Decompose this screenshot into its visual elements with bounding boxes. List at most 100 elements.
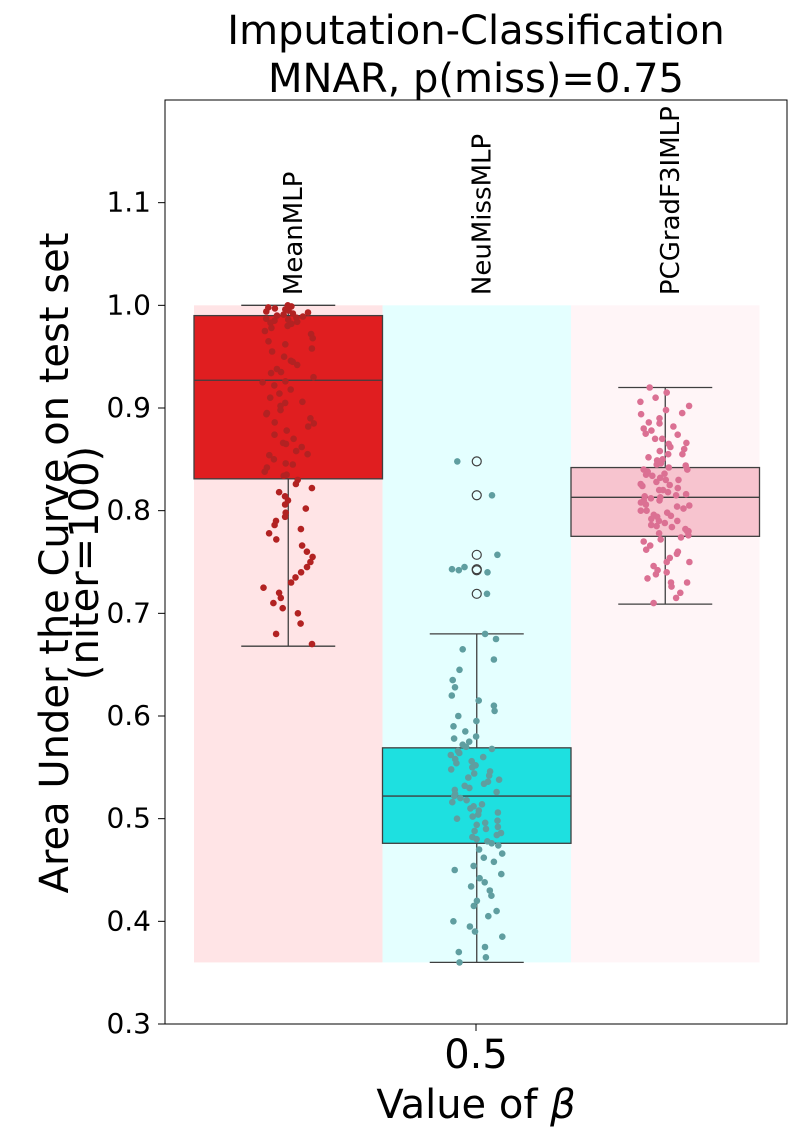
data-point-PCGradF3IMLP (674, 517, 681, 525)
x-axis-label-text: Value of (376, 1082, 550, 1128)
data-point-NeuMissMLP (494, 817, 501, 824)
data-point-MeanMLP (299, 313, 307, 320)
data-point-PCGradF3IMLP (642, 430, 649, 438)
data-point-NeuMissMLP (491, 707, 498, 715)
y-tick-label: 1.0 (106, 288, 151, 321)
y-tick-label: 1.1 (106, 186, 151, 219)
data-point-MeanMLP (280, 311, 287, 318)
data-point-PCGradF3IMLP (642, 471, 650, 479)
data-point-NeuMissMLP (451, 684, 459, 691)
data-point-NeuMissMLP (490, 656, 498, 663)
data-point-PCGradF3IMLP (652, 394, 659, 402)
data-point-PCGradF3IMLP (664, 450, 672, 458)
data-point-MeanMLP (287, 386, 295, 393)
data-point-PCGradF3IMLP (666, 481, 673, 489)
outlier-point (471, 588, 482, 599)
data-point-MeanMLP (303, 563, 311, 571)
data-point-PCGradF3IMLP (640, 425, 647, 432)
data-point-NeuMissMLP (482, 825, 490, 833)
y-axis-label: Area Under the Curve on test set (niter=… (32, 233, 108, 894)
data-point-MeanMLP (265, 338, 272, 345)
y-axis-ticks: 0.3 0.4 0.5 0.6 0.7 0.8 0.9 1.0 1.1 (106, 186, 165, 1040)
data-point-PCGradF3IMLP (673, 503, 681, 510)
data-point-MeanMLP (262, 315, 270, 323)
data-point-PCGradF3IMLP (637, 398, 644, 406)
data-point-MeanMLP (271, 382, 278, 389)
data-point-PCGradF3IMLP (637, 507, 645, 514)
data-point-NeuMissMLP (488, 892, 495, 899)
data-point-MeanMLP (277, 368, 285, 376)
data-point-PCGradF3IMLP (683, 439, 690, 447)
data-point-PCGradF3IMLP (653, 522, 660, 530)
data-point-MeanMLP (277, 594, 285, 602)
data-point-PCGradF3IMLP (655, 517, 663, 525)
data-point-NeuMissMLP (471, 928, 479, 935)
data-point-PCGradF3IMLP (653, 478, 660, 486)
data-point-PCGradF3IMLP (678, 409, 686, 417)
data-point-MeanMLP (289, 461, 297, 468)
group-label-MeanMLP: MeanMLP (279, 172, 309, 295)
data-point-PCGradF3IMLP (655, 486, 663, 494)
data-point-NeuMissMLP (481, 879, 489, 886)
data-point-MeanMLP (282, 341, 289, 348)
data-point-MeanMLP (304, 309, 312, 316)
data-point-PCGradF3IMLP (677, 589, 684, 597)
data-point-PCGradF3IMLP (679, 450, 686, 458)
data-point-NeuMissMLP (479, 753, 487, 761)
data-point-PCGradF3IMLP (670, 423, 677, 430)
data-point-MeanMLP (283, 427, 291, 434)
data-point-MeanMLP (261, 327, 269, 335)
data-point-NeuMissMLP (447, 751, 455, 759)
data-point-PCGradF3IMLP (648, 515, 655, 523)
data-point-MeanMLP (281, 399, 289, 407)
group-labels: MeanMLP NeuMissMLP PCGradF3IMLP (279, 106, 686, 295)
data-point-NeuMissMLP (470, 902, 478, 910)
data-point-PCGradF3IMLP (648, 427, 655, 434)
data-point-MeanMLP (271, 419, 279, 426)
data-point-MeanMLP (283, 471, 290, 479)
data-point-PCGradF3IMLP (664, 488, 672, 496)
data-point-MeanMLP (307, 558, 314, 566)
data-point-PCGradF3IMLP (662, 406, 670, 414)
data-point-PCGradF3IMLP (658, 435, 666, 443)
data-point-NeuMissMLP (475, 846, 483, 853)
data-point-PCGradF3IMLP (682, 490, 690, 498)
data-point-PCGradF3IMLP (668, 523, 676, 531)
data-point-MeanMLP (260, 584, 267, 591)
data-point-MeanMLP (261, 468, 269, 476)
data-point-NeuMissMLP (469, 764, 476, 771)
data-point-NeuMissMLP (488, 745, 496, 753)
data-point-PCGradF3IMLP (665, 464, 673, 471)
data-point-PCGradF3IMLP (643, 507, 650, 514)
data-point-NeuMissMLP (451, 792, 458, 800)
data-point-PCGradF3IMLP (686, 558, 693, 566)
x-tick-label: 0.5 (444, 1032, 508, 1078)
data-point-MeanMLP (292, 447, 300, 455)
data-point-PCGradF3IMLP (672, 492, 680, 499)
outlier-point (471, 490, 482, 501)
data-point-MeanMLP (266, 451, 273, 459)
data-point-MeanMLP (271, 305, 279, 312)
data-point-PCGradF3IMLP (680, 505, 687, 512)
data-point-NeuMissMLP (462, 743, 470, 751)
data-point-NeuMissMLP (453, 815, 461, 822)
data-point-NeuMissMLP (454, 458, 461, 465)
data-point-MeanMLP (297, 569, 305, 576)
data-point-NeuMissMLP (473, 717, 480, 725)
data-point-PCGradF3IMLP (652, 571, 660, 578)
data-point-MeanMLP (259, 379, 266, 386)
x-axis-ticks: 0.5 (444, 1024, 508, 1078)
data-point-MeanMLP (275, 488, 283, 496)
data-point-PCGradF3IMLP (657, 536, 664, 543)
data-point-MeanMLP (282, 460, 290, 467)
data-point-MeanMLP (268, 324, 275, 332)
data-point-MeanMLP (276, 390, 283, 397)
data-point-MeanMLP (273, 536, 280, 543)
data-point-PCGradF3IMLP (667, 512, 675, 520)
data-point-MeanMLP (310, 420, 318, 427)
data-point-PCGradF3IMLP (659, 456, 666, 463)
data-point-NeuMissMLP (498, 850, 506, 857)
x-axis-label: Value of β (376, 1082, 575, 1128)
data-point-PCGradF3IMLP (674, 484, 682, 492)
data-point-PCGradF3IMLP (677, 534, 685, 541)
